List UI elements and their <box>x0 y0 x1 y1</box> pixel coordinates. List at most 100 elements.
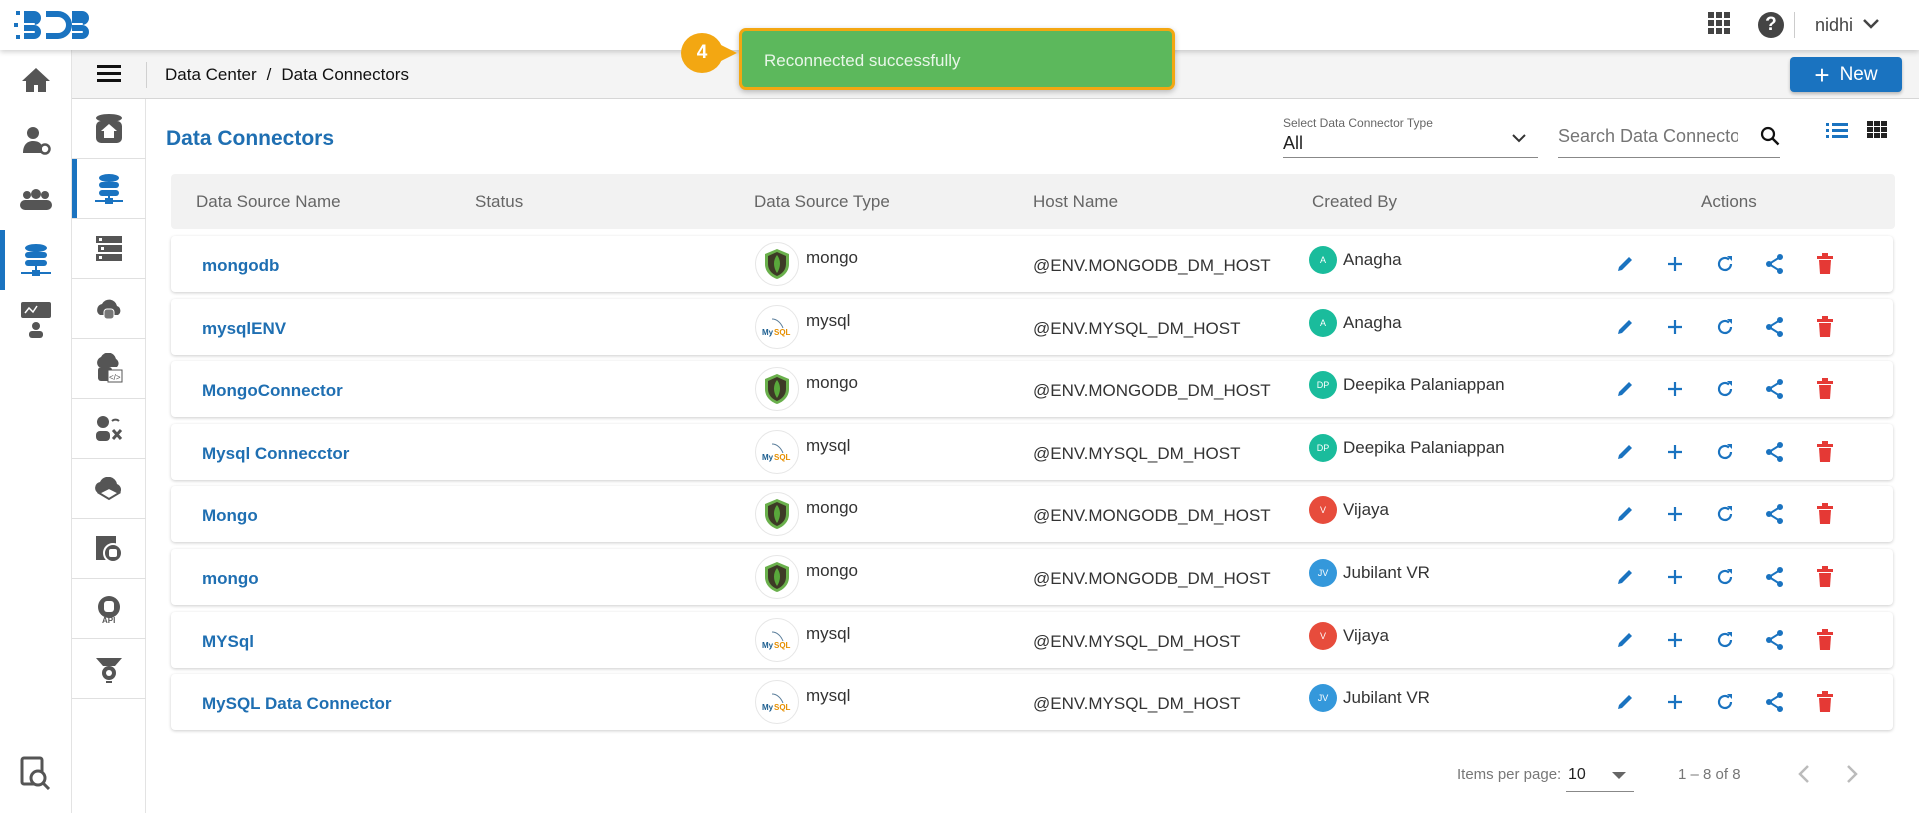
delete-icon[interactable] <box>1813 565 1837 589</box>
data-source-type: mysql <box>806 310 851 330</box>
subnav-filter-settings[interactable] <box>72 639 146 699</box>
subnav-cloud-storage[interactable] <box>72 459 146 519</box>
share-icon[interactable] <box>1763 628 1787 652</box>
bdb-logo[interactable] <box>14 7 94 48</box>
add-icon[interactable] <box>1663 440 1687 464</box>
connector-name-link[interactable]: MYSql <box>202 631 254 651</box>
table-row: Mongo mongo @ENV.MONGODB_DM_HOST V Vijay… <box>171 486 1893 543</box>
col-status[interactable]: Status <box>475 192 524 211</box>
sidebar-dashboard-user[interactable] <box>0 290 72 350</box>
items-per-page-value: 10 <box>1568 766 1586 783</box>
add-icon[interactable] <box>1663 565 1687 589</box>
delete-icon[interactable] <box>1813 315 1837 339</box>
share-icon[interactable] <box>1763 690 1787 714</box>
search-icon[interactable] <box>1760 126 1780 151</box>
sidebar-report-search[interactable] <box>18 756 52 795</box>
apps-grid-icon[interactable] <box>1707 11 1730 39</box>
chevron-down-icon[interactable] <box>1863 16 1879 34</box>
add-icon[interactable] <box>1663 377 1687 401</box>
refresh-icon[interactable] <box>1713 502 1737 526</box>
edit-icon[interactable] <box>1613 690 1637 714</box>
items-per-page-select[interactable]: 10 <box>1566 762 1634 792</box>
subnav-data-connectors[interactable] <box>72 159 146 219</box>
add-icon[interactable] <box>1663 252 1687 276</box>
sidebar-groups[interactable] <box>0 170 72 230</box>
subnav-cloud-code[interactable]: </> <box>72 339 146 399</box>
next-page-button[interactable] <box>1845 764 1859 788</box>
refresh-icon[interactable] <box>1713 252 1737 276</box>
subnav-settings-database[interactable] <box>72 519 146 579</box>
connector-name-link[interactable]: Mongo <box>202 506 258 526</box>
plus-icon: + <box>1814 59 1830 90</box>
connector-name-link[interactable]: mongodb <box>202 256 280 275</box>
help-icon[interactable]: ? <box>1757 12 1784 38</box>
connector-name-link[interactable]: mongo <box>202 569 259 588</box>
refresh-icon[interactable] <box>1713 377 1737 401</box>
subnav-data-home[interactable] <box>72 99 146 159</box>
edit-icon[interactable] <box>1613 440 1637 464</box>
edit-icon[interactable] <box>1613 502 1637 526</box>
delete-icon[interactable] <box>1813 377 1837 401</box>
delete-icon[interactable] <box>1813 628 1837 652</box>
grid-view-icon[interactable] <box>1867 121 1887 144</box>
host-name: @ENV.MYSQL_DM_HOST <box>1033 694 1241 714</box>
data-source-type: mongo <box>806 373 858 393</box>
breadcrumb-data-center[interactable]: Data Center <box>165 65 257 84</box>
col-name[interactable]: Data Source Name <box>196 192 341 211</box>
search-field[interactable] <box>1558 114 1780 158</box>
mongo-logo-icon <box>755 367 799 412</box>
subnav-data-transform[interactable] <box>72 399 146 459</box>
table-row: MYSql My SQL mysql @ENV.MYSQL_DM_HOST V V… <box>171 611 1893 668</box>
list-view-icon[interactable] <box>1826 123 1848 144</box>
row-actions <box>1613 690 1837 714</box>
refresh-icon[interactable] <box>1713 690 1737 714</box>
refresh-icon[interactable] <box>1713 628 1737 652</box>
search-input[interactable] <box>1558 126 1738 147</box>
sidebar-data-center[interactable] <box>0 230 72 290</box>
share-icon[interactable] <box>1763 565 1787 589</box>
col-created-by[interactable]: Created By <box>1312 192 1398 211</box>
host-name: @ENV.MONGODB_DM_HOST <box>1033 506 1271 526</box>
subnav-api[interactable]: API <box>72 579 146 639</box>
share-icon[interactable] <box>1763 252 1787 276</box>
refresh-icon[interactable] <box>1713 440 1737 464</box>
edit-icon[interactable] <box>1613 565 1637 589</box>
delete-icon[interactable] <box>1813 252 1837 276</box>
prev-page-button[interactable] <box>1797 764 1811 788</box>
connector-name-link[interactable]: MySQL Data Connector <box>202 694 392 714</box>
add-icon[interactable] <box>1663 690 1687 714</box>
edit-icon[interactable] <box>1613 628 1637 652</box>
refresh-icon[interactable] <box>1713 315 1737 339</box>
subnav-servers[interactable] <box>72 219 146 279</box>
col-type[interactable]: Data Source Type <box>754 192 890 211</box>
user-name[interactable]: nidhi <box>1814 14 1853 35</box>
add-icon[interactable] <box>1663 502 1687 526</box>
secondary-sidebar: </> API <box>72 99 146 813</box>
connector-name-link[interactable]: MongoConnector <box>202 381 343 401</box>
hamburger-menu-icon[interactable] <box>97 65 121 88</box>
edit-icon[interactable] <box>1613 252 1637 276</box>
sidebar-user-settings[interactable] <box>0 110 72 170</box>
col-actions: Actions <box>1701 192 1757 211</box>
share-icon[interactable] <box>1763 315 1787 339</box>
delete-icon[interactable] <box>1813 502 1837 526</box>
add-icon[interactable] <box>1663 315 1687 339</box>
connector-name-link[interactable]: Mysql Connecctor <box>202 443 350 463</box>
refresh-icon[interactable] <box>1713 565 1737 589</box>
col-host[interactable]: Host Name <box>1033 192 1119 211</box>
connector-type-select[interactable]: Select Data Connector Type All <box>1283 114 1538 158</box>
delete-icon[interactable] <box>1813 440 1837 464</box>
share-icon[interactable] <box>1763 502 1787 526</box>
divider <box>1793 12 1795 38</box>
connector-name-link[interactable]: mysqlENV <box>202 318 287 338</box>
created-by: Deepika Palaniappan <box>1343 437 1505 457</box>
share-icon[interactable] <box>1763 440 1787 464</box>
subnav-cloud-database[interactable] <box>72 279 146 339</box>
delete-icon[interactable] <box>1813 690 1837 714</box>
edit-icon[interactable] <box>1613 377 1637 401</box>
add-icon[interactable] <box>1663 628 1687 652</box>
sidebar-home[interactable] <box>0 50 72 110</box>
share-icon[interactable] <box>1763 377 1787 401</box>
new-button[interactable]: + New <box>1790 57 1902 92</box>
edit-icon[interactable] <box>1613 315 1637 339</box>
